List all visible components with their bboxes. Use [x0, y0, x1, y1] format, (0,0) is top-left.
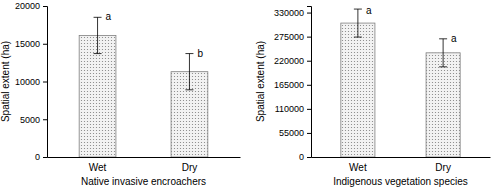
x-axis-line [312, 157, 491, 158]
error-cap [185, 89, 193, 90]
y-tick-label: 275000 [274, 32, 304, 42]
y-axis-line [307, 7, 312, 158]
error-cap [94, 53, 102, 54]
y-axis: 0 5000 10000 15000 20000 [15, 1, 48, 162]
y-tick-mark [307, 157, 311, 158]
bar [426, 53, 460, 157]
y-axis-title: Spatial extent (ha) [255, 41, 266, 122]
y-tick-label: 10000 [15, 77, 40, 87]
y-tick: 0 [299, 152, 311, 162]
x-axis: Wet Dry [312, 158, 491, 174]
y-tick-mark [43, 44, 47, 45]
y-axis-line [43, 7, 48, 158]
x-tick-label: Dry [182, 162, 198, 173]
y-tick-label: 0 [35, 152, 40, 162]
bar [341, 23, 375, 157]
marks [79, 17, 208, 157]
y-tick-label: 20000 [15, 1, 40, 11]
y-tick-mark [307, 61, 311, 62]
x-tick: Dry [435, 162, 451, 173]
y-tick: 0 [35, 152, 47, 162]
y-tick: 275000 [274, 32, 311, 42]
y-tick: 55000 [279, 128, 311, 138]
y-tick-mark [307, 133, 311, 134]
x-tick-label: Dry [435, 162, 451, 173]
chart: 0 5000 10000 15000 20000 Wet Dry a b Native invas… [0, 1, 241, 187]
y-tick-label: 165000 [274, 80, 304, 90]
y-tick-label: 220000 [274, 56, 304, 66]
x-axis-title: Native invasive encroachers [81, 176, 206, 187]
error-cap [439, 66, 447, 67]
annotation: a [451, 33, 457, 44]
y-tick-label: 55000 [279, 128, 304, 138]
y-tick: 20000 [15, 1, 47, 11]
y-tick-mark [307, 37, 311, 38]
y-tick-mark [43, 82, 47, 83]
x-tick-label: Wet [89, 162, 107, 173]
y-tick: 110000 [275, 104, 311, 114]
x-axis-line [48, 157, 241, 158]
x-tick: Wet [89, 162, 107, 173]
error-bar [357, 9, 358, 37]
y-tick: 165000 [274, 80, 311, 90]
x-tick: Dry [182, 162, 198, 173]
y-tick-label: 330000 [274, 8, 304, 18]
y-axis: 0 55000 110000 165000 220000 275000 330000 [274, 7, 312, 163]
y-tick: 10000 [15, 77, 47, 87]
y-tick-label: 110000 [275, 104, 304, 114]
y-tick-label: 5000 [20, 115, 40, 125]
annotation: a [366, 5, 372, 16]
bar [79, 35, 116, 157]
error-cap [354, 9, 362, 10]
annotation: a [106, 11, 112, 22]
error-bar [189, 54, 190, 90]
x-axis: Wet Dry [48, 158, 241, 174]
chart: 0 55000 110000 165000 220000 275000 330000 Wet D… [255, 5, 491, 187]
x-tick: Wet [349, 162, 367, 173]
y-tick-mark [307, 85, 311, 86]
annotation: b [197, 48, 203, 59]
marks [341, 9, 460, 157]
x-tick-label: Wet [349, 162, 367, 173]
error-cap [439, 38, 447, 39]
y-tick-mark [43, 6, 47, 7]
error-cap [94, 17, 102, 18]
x-axis-title: Indigenous vegetation species [333, 176, 468, 187]
y-tick: 330000 [274, 8, 311, 18]
y-tick-mark [307, 109, 311, 110]
error-bar [443, 39, 444, 67]
figure: 0 5000 10000 15000 20000 Wet Dry a b Native invas… [0, 0, 500, 191]
y-axis-title: Spatial extent (ha) [0, 41, 11, 122]
y-tick: 220000 [274, 56, 311, 66]
y-tick-mark [43, 119, 47, 120]
y-tick-mark [43, 157, 47, 158]
y-tick-label: 15000 [15, 39, 40, 49]
y-tick: 5000 [20, 115, 47, 125]
error-cap [185, 53, 193, 54]
error-cap [354, 37, 362, 38]
y-tick-label: 0 [299, 152, 304, 162]
y-tick: 15000 [15, 39, 47, 49]
y-tick-mark [307, 13, 311, 14]
error-bar [97, 17, 98, 53]
